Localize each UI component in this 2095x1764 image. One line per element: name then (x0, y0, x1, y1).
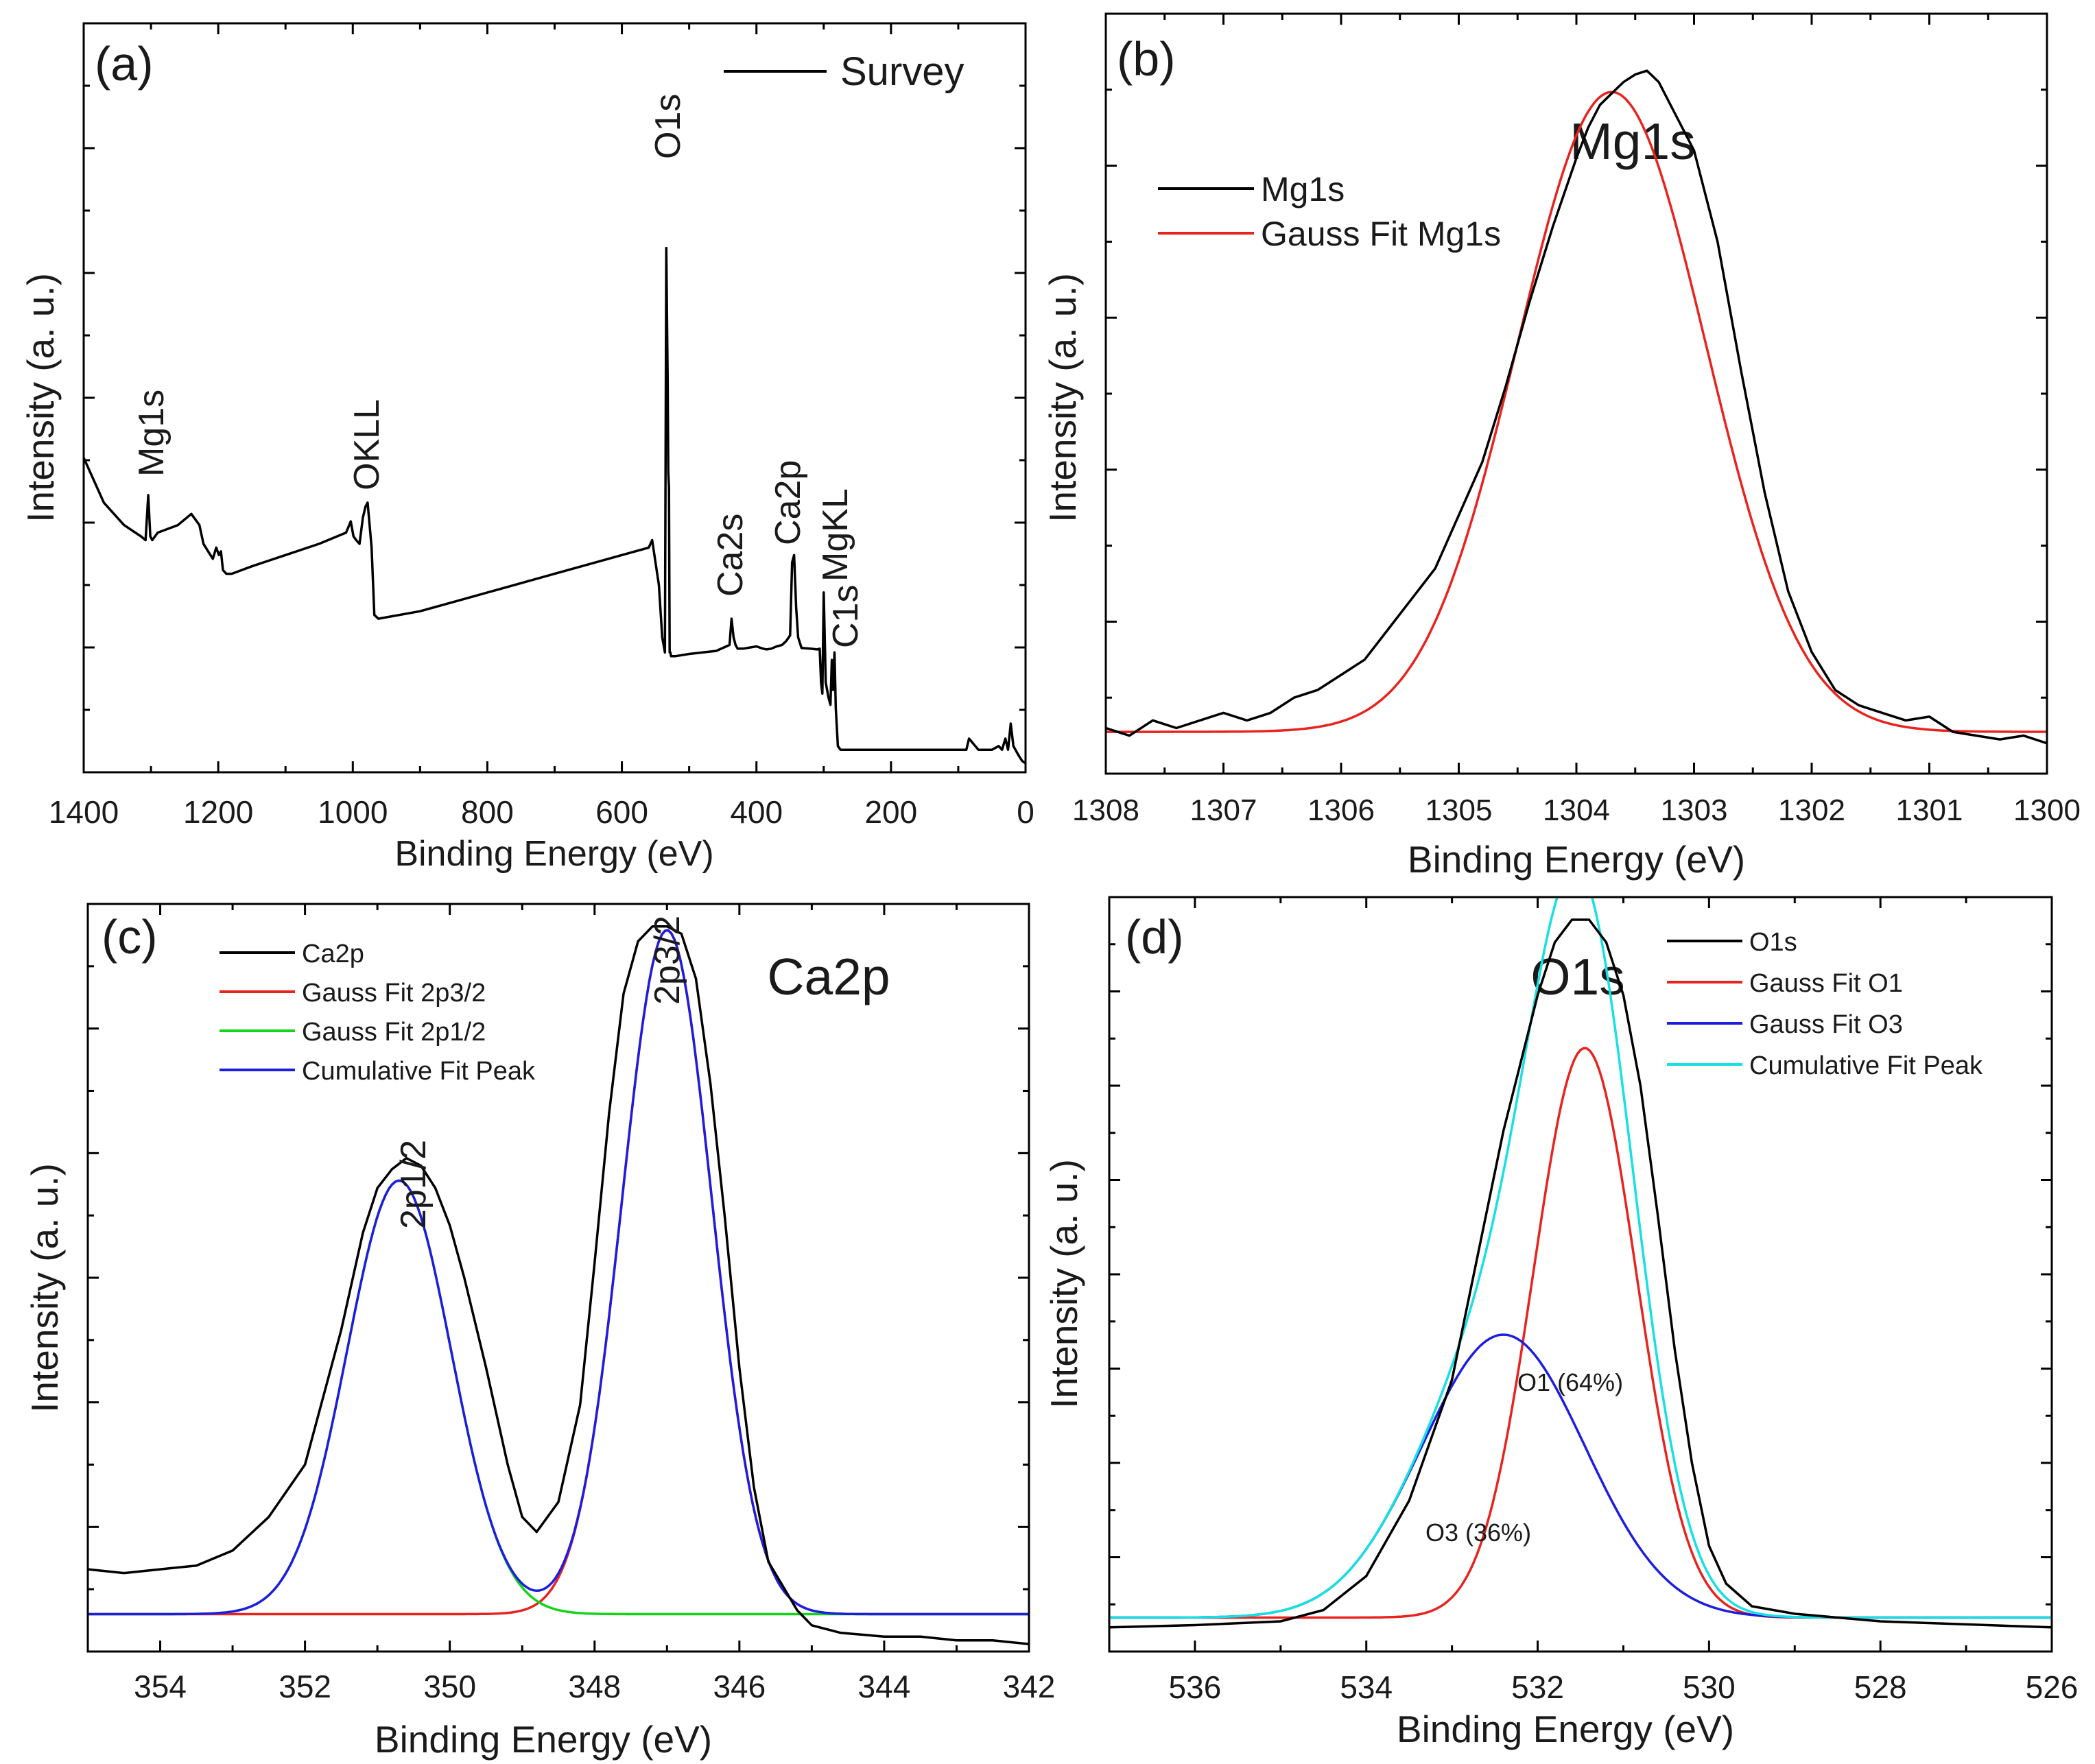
panel-d-title: O1s (1530, 948, 1625, 1005)
annotation-2p32: 2p3/2 (648, 916, 687, 1005)
x-tick-label: 1307 (1190, 794, 1257, 827)
panel-d-frame (1108, 896, 2053, 1653)
panel-b-title: Mg1s (1570, 112, 1695, 170)
x-tick-label: 528 (1854, 1669, 1907, 1705)
x-tick-label: 532 (1511, 1669, 1564, 1705)
panel-b-y-axis-label: Intensity (a. u.) (1041, 273, 1084, 523)
annotation-o1-percent: O1 (64%) (1517, 1368, 1623, 1396)
panel-d-x-tick-labels: 536 534 532 530 528 526 (1169, 1669, 2079, 1705)
x-tick-label: 1400 (49, 794, 119, 830)
annotation-2p12: 2p1/2 (394, 1140, 434, 1229)
series-survey-line (84, 246, 1026, 765)
panel-a-x-axis-label: Binding Energy (eV) (394, 834, 713, 874)
panel-d-legend: O1s Gauss Fit O1 Gauss Fit O3 Cumulative… (1667, 928, 1983, 1080)
x-tick-label: 346 (713, 1669, 766, 1704)
x-tick-label: 200 (864, 794, 917, 830)
x-tick-label: 1303 (1661, 794, 1728, 827)
panel-c-legend: Ca2p Gauss Fit 2p3/2 Gauss Fit 2p1/2 Cum… (220, 940, 536, 1086)
panel-a-peak-annotations: Mg1s OKLL O1s Ca2s Ca2p MgKL C1s (132, 94, 866, 648)
annotation-mg1s: Mg1s (132, 390, 171, 477)
x-tick-label: 0 (1017, 794, 1034, 830)
legend-cumulative-fit-label: Cumulative Fit Peak (302, 1057, 536, 1086)
series-gauss-fit-mg1s-line (1106, 91, 2047, 733)
panel-c-x-axis-label: Binding Energy (eV) (375, 1718, 712, 1761)
legend-mg1s-label: Mg1s (1261, 170, 1345, 208)
x-tick-label: 536 (1169, 1669, 1222, 1705)
x-tick-label: 534 (1340, 1669, 1393, 1705)
panel-a-legend: Survey (724, 49, 964, 94)
panel-b-mg1s: (b) Mg1s 1308 1307 1306 1305 1304 1303 1302 130… (1041, 12, 2081, 881)
x-tick-label: 1308 (1072, 794, 1139, 827)
legend-ca2p-label: Ca2p (302, 940, 364, 968)
legend-o1s-label: O1s (1749, 928, 1797, 957)
x-tick-label: 1300 (2013, 794, 2081, 827)
panel-a-label: (a) (95, 37, 154, 91)
x-tick-label: 530 (1683, 1669, 1736, 1705)
panel-c-label: (c) (102, 910, 158, 964)
panel-c-plot-area (86, 903, 1030, 1653)
panel-d-label: (d) (1125, 910, 1184, 964)
x-tick-label: 1305 (1425, 794, 1493, 827)
legend-survey-label: Survey (840, 49, 964, 94)
annotation-mgkl: MgKL (816, 488, 855, 582)
series-cumulative-fit-peak-line (88, 929, 1029, 1616)
panel-d-x-axis-label: Binding Energy (eV) (1397, 1708, 1734, 1750)
panel-b-label: (b) (1117, 32, 1176, 86)
x-tick-label: 344 (858, 1669, 911, 1704)
panel-c-peak-annotations: 2p1/2 2p3/2 (394, 916, 687, 1229)
x-tick-label: 800 (461, 794, 514, 830)
annotation-okll: OKLL (347, 399, 387, 490)
panel-c-x-tick-labels: 354 352 350 348 346 344 342 (134, 1669, 1055, 1704)
annotation-o1s: O1s (648, 94, 688, 159)
x-tick-label: 1302 (1778, 794, 1845, 827)
x-tick-label: 1200 (183, 794, 253, 830)
panel-a-y-axis-label: Intensity (a. u.) (19, 273, 62, 523)
panel-d-y-axis-label: Intensity (a. u.) (1043, 1159, 1085, 1409)
x-tick-label: 1000 (318, 794, 388, 830)
x-tick-label: 400 (730, 794, 783, 830)
legend-gauss-fit-mg1s-label: Gauss Fit Mg1s (1261, 215, 1501, 253)
panel-a-plot-area (82, 22, 1027, 774)
series-ca2p-line (88, 925, 1029, 1645)
legend-cumulative-fit-d-label: Cumulative Fit Peak (1749, 1051, 1983, 1080)
series-o1s-line (1109, 918, 2052, 1629)
legend-gauss-fit-o1-label: Gauss Fit O1 (1749, 969, 1903, 998)
x-tick-label: 348 (568, 1669, 621, 1704)
series-gauss-fit-2p1-2-line (88, 1179, 1029, 1616)
x-tick-label: 1301 (1896, 794, 1963, 827)
annotation-c1s: C1s (826, 585, 866, 648)
annotation-ca2p: Ca2p (768, 460, 808, 545)
x-tick-label: 526 (2026, 1669, 2079, 1705)
x-tick-label: 1306 (1307, 794, 1375, 827)
panel-c-frame (86, 903, 1030, 1653)
panel-b-legend: Mg1s Gauss Fit Mg1s (1158, 170, 1501, 253)
panel-b-x-tick-labels: 1308 1307 1306 1305 1304 1303 1302 1301 1300 (1072, 794, 2081, 827)
x-tick-label: 354 (134, 1669, 187, 1704)
panel-d-peak-annotations: O1 (64%) O3 (36%) (1425, 1368, 1623, 1547)
panel-a-survey: (a) 1400 1200 1000 800 600 400 200 0 Binding En… (19, 22, 1034, 874)
annotation-o3-percent: O3 (36%) (1425, 1518, 1531, 1547)
series-cumulative-fit-peak-line (1109, 897, 2052, 1619)
series-gauss-fit-2p3-2-line (88, 929, 1029, 1616)
x-tick-label: 1304 (1543, 794, 1610, 827)
legend-gauss-fit-2p12-label: Gauss Fit 2p1/2 (302, 1018, 486, 1047)
x-tick-label: 352 (279, 1669, 331, 1704)
legend-gauss-fit-2p32-label: Gauss Fit 2p3/2 (302, 979, 486, 1008)
panel-c-title: Ca2p (767, 948, 890, 1005)
series-mg1s-line (1106, 69, 2047, 745)
panel-a-frame (82, 22, 1027, 774)
panel-c-ca2p: (c) Ca2p 354 352 350 348 346 344 342 Binding E… (23, 903, 1055, 1761)
panel-c-y-axis-label: Intensity (a. u.) (23, 1163, 66, 1413)
series-gauss-fit-o1-line (1109, 1047, 2052, 1619)
panel-d-o1s: (d) O1s 536 534 532 530 528 526 Binding Energ… (1043, 896, 2079, 1750)
annotation-ca2s: Ca2s (711, 514, 750, 597)
legend-gauss-fit-o3-label: Gauss Fit O3 (1749, 1010, 1903, 1039)
x-tick-label: 600 (595, 794, 648, 830)
panel-b-x-axis-label: Binding Energy (eV) (1408, 838, 1745, 881)
panel-a-x-tick-labels: 1400 1200 1000 800 600 400 200 0 (49, 794, 1034, 830)
x-tick-label: 342 (1003, 1669, 1056, 1704)
x-tick-label: 350 (423, 1669, 476, 1704)
